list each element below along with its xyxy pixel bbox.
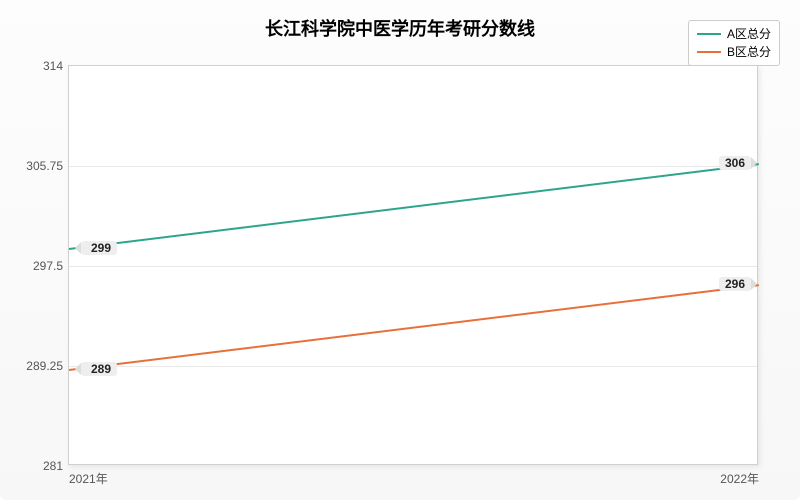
y-tick-label: 305.75 <box>26 159 63 173</box>
chart-container: 长江科学院中医学历年考研分数线 A区总分 B区总分 281 289.25 297.5… <box>0 0 800 500</box>
x-tick-label: 2021年 <box>69 470 108 487</box>
legend-swatch-b <box>697 51 721 53</box>
series-line <box>69 163 759 250</box>
chart-title: 长江科学院中医学历年考研分数线 <box>0 15 800 41</box>
gridline-h <box>69 366 757 367</box>
y-tick-label: 297.5 <box>33 259 63 273</box>
x-tick-label: 2022年 <box>720 470 759 487</box>
legend-swatch-a <box>697 33 721 35</box>
legend-item-a: A区总分 <box>697 25 771 43</box>
value-callout: 289 <box>81 362 117 376</box>
legend-item-b: B区总分 <box>697 43 771 61</box>
y-tick-label: 281 <box>43 459 63 473</box>
legend-label-b: B区总分 <box>727 43 771 61</box>
series-line <box>69 284 759 371</box>
gridline-h <box>69 266 757 267</box>
value-callout: 299 <box>81 241 117 255</box>
gridline-h <box>69 166 757 167</box>
legend-label-a: A区总分 <box>727 25 771 43</box>
value-callout: 296 <box>719 277 751 291</box>
y-tick-label: 314 <box>43 59 63 73</box>
value-callout: 306 <box>719 156 751 170</box>
legend: A区总分 B区总分 <box>688 20 780 66</box>
y-tick-label: 289.25 <box>26 359 63 373</box>
plot-area: 281289.25297.5305.753142021年2022年2993062… <box>68 65 758 465</box>
